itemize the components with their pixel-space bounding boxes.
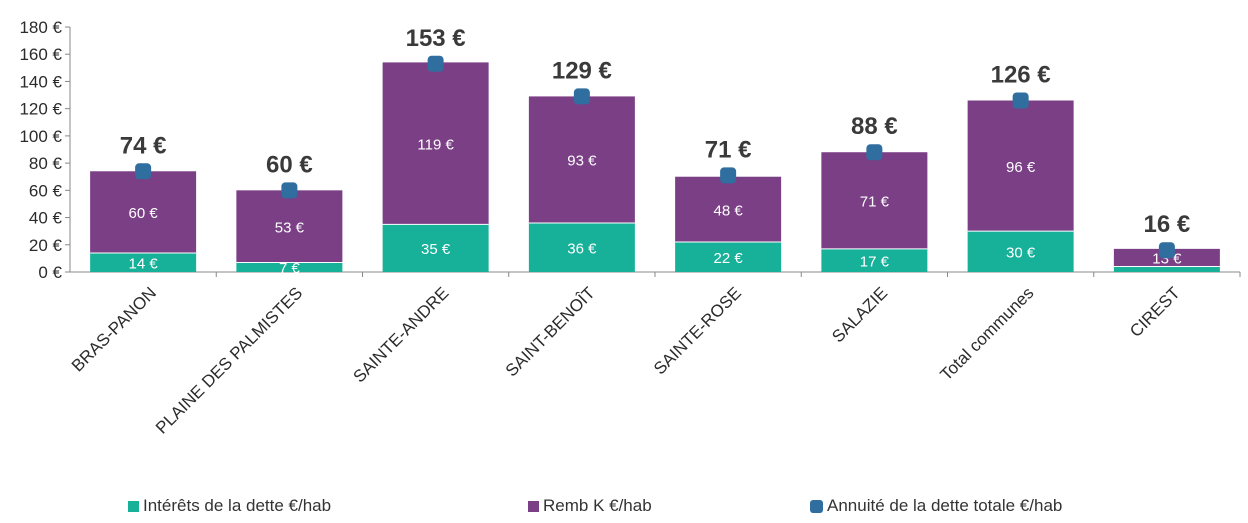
y-tick-label: 100 €: [19, 127, 62, 146]
data-label-interets: 22 €: [714, 250, 744, 267]
bar-segment-interets: [675, 242, 782, 272]
data-label-remb: 71 €: [860, 194, 890, 211]
total-marker: [1012, 92, 1029, 109]
data-label-interets: 35 €: [421, 241, 451, 258]
bar-segment-interets: [821, 248, 928, 272]
bar-segment-remb: [967, 100, 1074, 232]
bar-segment-interets: [236, 262, 343, 272]
data-label-total: 74 €: [120, 132, 167, 159]
data-label-interets: 17 €: [860, 253, 890, 270]
bar-segment-interets: [382, 224, 489, 272]
y-tick-label: 40 €: [29, 209, 63, 228]
x-category-label: SAINT-BENOÎT: [502, 283, 599, 380]
y-tick-label: 180 €: [19, 18, 62, 37]
legend-label-annuite: Annuité de la dette totale €/hab: [827, 496, 1063, 515]
bar-segment-remb: [382, 62, 489, 225]
legend-swatch-interets: [128, 500, 139, 512]
data-label-interets: 30 €: [1006, 245, 1036, 262]
y-tick-label: 80 €: [29, 154, 63, 173]
data-label-remb: 48 €: [714, 202, 744, 219]
data-label-total: 126 €: [991, 62, 1051, 89]
total-marker: [135, 163, 152, 180]
legend-swatch-remb: [528, 500, 539, 512]
x-category-label: PLAINE DES PALMISTES: [152, 283, 306, 437]
x-category-label: SAINTE-ANDRE: [350, 283, 453, 386]
bar-segment-interets: [1113, 266, 1220, 272]
bar-segment-remb: [90, 171, 197, 253]
legend-swatch-annuite: [810, 499, 823, 513]
legend-label-remb: Remb K €/hab: [543, 496, 652, 515]
total-marker: [573, 88, 590, 105]
data-label-total: 88 €: [851, 113, 898, 140]
data-label-total: 60 €: [266, 151, 313, 178]
x-category-label: SAINTE-ROSE: [650, 283, 745, 378]
total-marker: [720, 167, 737, 184]
total-marker: [866, 144, 883, 161]
bar-segment-remb: [675, 176, 782, 243]
x-category-label: CIREST: [1126, 283, 1184, 341]
total-marker: [281, 182, 298, 199]
data-label-interets: 14 €: [129, 255, 159, 272]
legend-item-annuite: Annuité de la dette totale €/hab: [810, 496, 1062, 516]
data-label-remb: 60 €: [129, 205, 159, 222]
bar-segment-remb: [821, 152, 928, 249]
legend-label-interets: Intérêts de la dette €/hab: [143, 496, 332, 515]
data-label-remb: 119 €: [417, 136, 454, 153]
data-label-remb: 96 €: [1006, 159, 1036, 176]
data-label-total: 16 €: [1144, 211, 1191, 238]
bar-segment-interets: [90, 252, 197, 272]
bar-segment-remb: [528, 96, 635, 223]
data-label-total: 153 €: [406, 25, 466, 52]
bar-segment-remb: [236, 190, 343, 263]
bar-segment-interets: [967, 231, 1074, 272]
legend-item-interets: Intérêts de la dette €/hab: [128, 496, 331, 516]
y-tick-label: 60 €: [29, 181, 63, 200]
y-tick-label: 120 €: [19, 100, 62, 119]
data-label-total: 129 €: [552, 57, 612, 84]
legend-item-remb: Remb K €/hab: [528, 496, 652, 516]
x-category-label: Total communes: [936, 283, 1037, 384]
data-label-remb: 93 €: [567, 153, 597, 170]
total-marker: [427, 55, 444, 72]
total-marker: [1158, 242, 1175, 259]
y-tick-label: 140 €: [19, 72, 62, 91]
x-category-label: BRAS-PANON: [68, 283, 160, 375]
legend: Intérêts de la dette €/hab Remb K €/hab …: [0, 496, 1248, 520]
y-tick-label: 20 €: [29, 236, 63, 255]
y-tick-label: 0 €: [38, 263, 62, 282]
y-tick-label: 160 €: [19, 45, 62, 64]
x-category-label: SALAZIE: [828, 283, 891, 346]
data-label-interets: 36 €: [567, 241, 597, 258]
stacked-bar-chart: 0 € 20 € 40 € 60 € 80 € 100 € 120 € 140 € 160 € 1…: [19, 18, 1241, 438]
data-label-interets: 7 €: [279, 260, 301, 277]
data-label-total: 71 €: [705, 136, 752, 163]
bar-segment-interets: [528, 223, 635, 272]
data-label-remb: 53 €: [275, 219, 305, 236]
